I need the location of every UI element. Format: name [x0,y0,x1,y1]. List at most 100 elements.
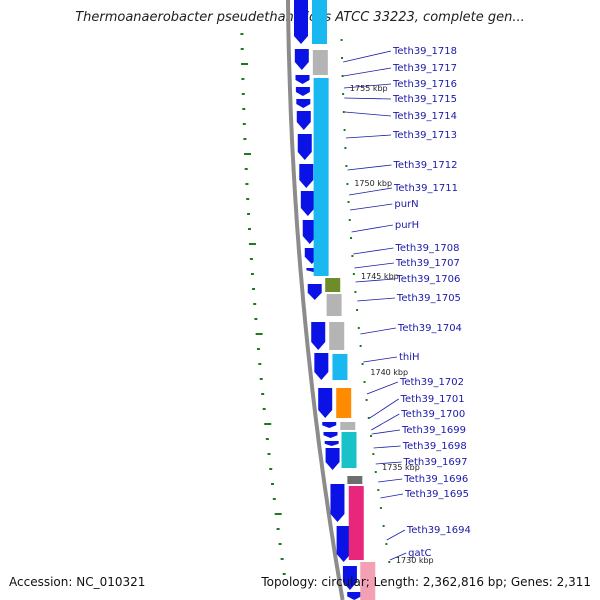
gene-label-26: gatC [408,548,431,559]
kbp-marker-4: 1740 kbp [370,368,408,377]
leader-line-2 [343,67,392,77]
gene-block-4 [325,278,341,292]
forward-gene-6 [296,111,311,130]
gene-label-1: Teth39_1718 [392,46,457,57]
gene-label-25: Teth39_1694 [406,525,471,536]
gene-label-4: Teth39_1715 [392,94,457,105]
leader-line-11 [353,247,394,255]
leader-line-19 [371,413,400,431]
forward-gene-13 [307,284,322,300]
gene-label-13: Teth39_1706 [395,274,460,285]
forward-gene-3 [295,75,310,84]
gene-block-3 [313,78,329,276]
gene-label-2: Teth39_1717 [392,63,457,74]
leader-line-17 [366,381,399,395]
gene-label-layer: Teth39_1718 Teth39_1717 Teth39_1716 Teth39_… [392,46,471,559]
kbp-marker-layer: 1755 kbp 1750 kbp 1745 kbp 1740 kbp 1735 kbp… [350,84,434,565]
leader-line-14 [357,297,395,302]
gene-label-16: thiH [399,352,420,363]
gene-label-24: Teth39_1695 [404,489,469,500]
gene-block-2 [312,50,328,75]
gene-label-3: Teth39_1716 [392,79,457,90]
kbp-marker-3: 1745 kbp [361,272,399,281]
forward-gene-16 [318,388,333,418]
forward-gene-24 [347,592,362,600]
gc-skew-layer [240,33,391,575]
kbp-marker-6: 1730 kbp [396,556,434,565]
forward-gene-14 [311,322,326,350]
forward-gene-1 [294,0,308,44]
genome-summary-text: Topology: circular; Length: 2,362,816 bp… [261,575,591,589]
leader-line-25 [386,529,406,541]
leader-line-22 [375,461,402,465]
gene-block-12 [348,486,364,560]
leader-line-16 [363,356,398,363]
gene-label-9: purN [394,199,418,210]
kbp-marker-1: 1755 kbp [350,84,388,93]
forward-gene-21 [330,484,345,522]
leader-line-9 [349,203,393,211]
backbone-line [286,0,345,600]
label-leader-layer [343,50,407,561]
forward-gene-23 [342,566,357,590]
gene-label-8: Teth39_1711 [393,183,458,194]
gene-block-1 [312,0,327,44]
forward-gene-2 [294,49,309,70]
leader-line-7 [347,164,392,171]
leader-line-4 [344,97,392,100]
gene-label-18: Teth39_1701 [400,394,465,405]
gene-block-5 [326,294,342,316]
forward-gene-4 [295,87,310,96]
gene-label-7: Teth39_1712 [393,160,458,171]
gene-block-9 [340,422,356,430]
gene-label-11: Teth39_1708 [394,243,459,254]
forward-strand-layer [294,0,362,600]
accession-text: Accession: NC_010321 [9,575,146,589]
leader-line-5 [344,111,392,117]
forward-gene-19 [324,441,339,446]
gene-label-22: Teth39_1697 [402,457,467,468]
gene-label-19: Teth39_1700 [400,409,465,420]
leader-line-12 [354,262,394,269]
gene-label-5: Teth39_1714 [392,111,457,122]
forward-gene-22 [336,526,351,562]
gene-block-11 [347,476,363,484]
leader-line-10 [351,224,393,233]
gene-label-6: Teth39_1713 [392,130,457,141]
forward-gene-10 [302,220,317,244]
gene-block-7 [332,354,348,380]
leader-line-24 [380,493,404,499]
forward-gene-20 [325,448,340,470]
gene-label-20: Teth39_1699 [401,425,466,436]
gene-label-12: Teth39_1707 [395,258,460,269]
gene-label-17: Teth39_1702 [399,377,464,388]
leader-line-21 [373,445,401,449]
gene-label-14: Teth39_1705 [396,293,461,304]
gene-block-8 [336,388,352,418]
forward-gene-8 [299,164,314,188]
gene-label-21: Teth39_1698 [402,441,467,452]
gene-block-13 [360,562,376,600]
forward-gene-17 [322,422,337,428]
kbp-marker-5: 1735 kbp [382,463,420,472]
leader-line-3 [343,83,392,89]
leader-line-8 [349,187,393,196]
gene-label-23: Teth39_1696 [403,474,468,485]
leader-line-20 [371,429,401,435]
kbp-marker-2: 1750 kbp [354,179,392,188]
forward-gene-5 [296,99,311,108]
gene-label-10: purH [395,220,419,231]
leader-line-6 [345,134,392,139]
gene-track-layer [312,0,376,600]
gene-label-15: Teth39_1704 [397,323,462,334]
leader-line-18 [369,398,399,419]
leader-line-1 [343,50,392,63]
forward-gene-18 [323,432,338,438]
forward-gene-15 [314,353,329,380]
forward-gene-7 [297,134,312,160]
leader-line-13 [355,278,395,283]
leader-line-23 [378,478,403,483]
forward-gene-9 [300,191,315,216]
backbone-layer [286,0,345,600]
